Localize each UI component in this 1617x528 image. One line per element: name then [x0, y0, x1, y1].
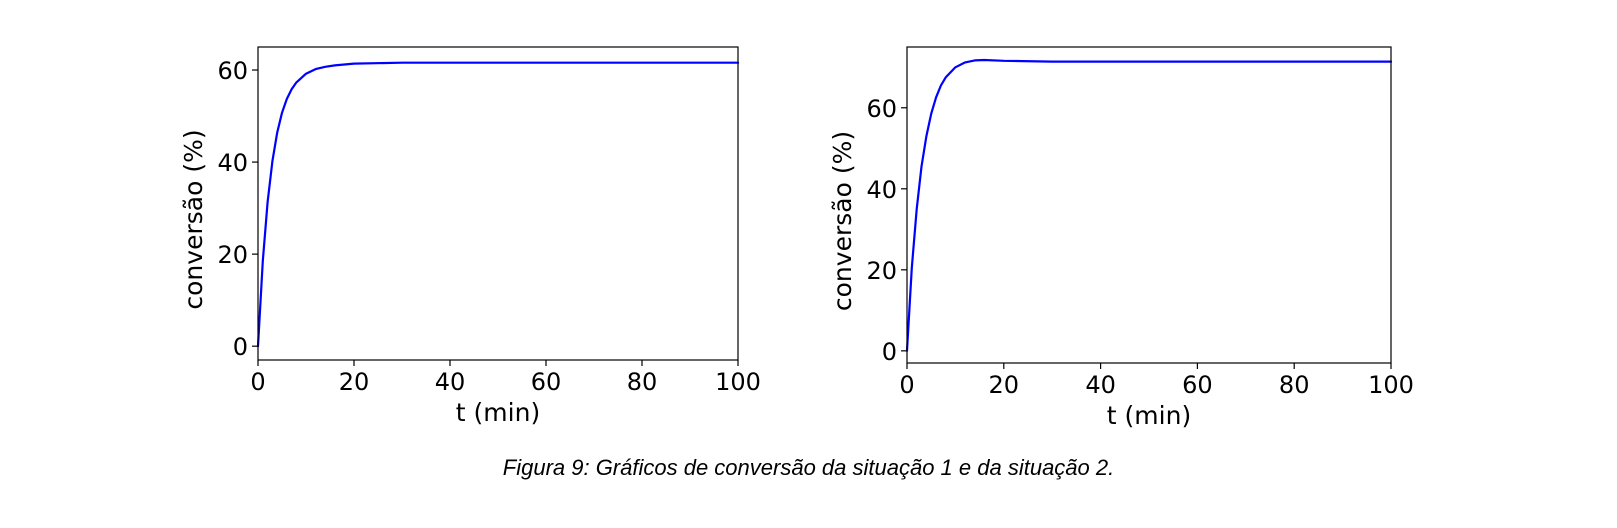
chart-1-x-tick-label: 60	[531, 368, 562, 396]
chart-1-y-tick-label: 60	[217, 57, 248, 85]
chart-1-x-tick-label: 100	[715, 368, 761, 396]
chart-2-x-tick-label: 40	[1085, 371, 1116, 399]
chart-2-y-tick-label: 20	[866, 257, 897, 285]
chart-2-y-axis-label: conversão (%)	[828, 131, 857, 311]
chart-2-x-tick-label: 20	[989, 371, 1020, 399]
chart-1-plot-frame	[257, 46, 739, 361]
chart-1-x-axis-label: t (min)	[456, 398, 540, 427]
chart-2-x-tick-label: 80	[1279, 371, 1310, 399]
chart-1-x-tick-label: 0	[250, 368, 265, 396]
chart-2-x-tick-label: 60	[1182, 371, 1213, 399]
chart-2-x-tick-label: 0	[899, 371, 914, 399]
chart-2-x-axis-label: t (min)	[1107, 401, 1191, 430]
chart-1-x-tick-label: 80	[627, 368, 658, 396]
figure-caption: Figura 9: Gráficos de conversão da situa…	[502, 455, 1115, 480]
chart-1-series-line-1	[256, 61, 740, 348]
chart-2-x-tick-label: 100	[1368, 371, 1414, 399]
chart-2-plot-frame	[906, 46, 1392, 364]
chart-2-series-line-1	[905, 58, 1393, 352]
chart-1-x-tick-label: 40	[435, 368, 466, 396]
chart-2-y-tick-label: 60	[866, 95, 897, 123]
chart-1-x-tick-label: 20	[339, 368, 370, 396]
chart-1-y-axis-label: conversão (%)	[179, 129, 208, 309]
chart-1-y-tick-label: 20	[217, 241, 248, 269]
chart-1-y-tick-label: 0	[233, 333, 248, 361]
chart-2-y-tick-label: 0	[882, 338, 897, 366]
chart-1-y-tick-label: 40	[217, 149, 248, 177]
chart-2-y-tick-label: 40	[866, 176, 897, 204]
